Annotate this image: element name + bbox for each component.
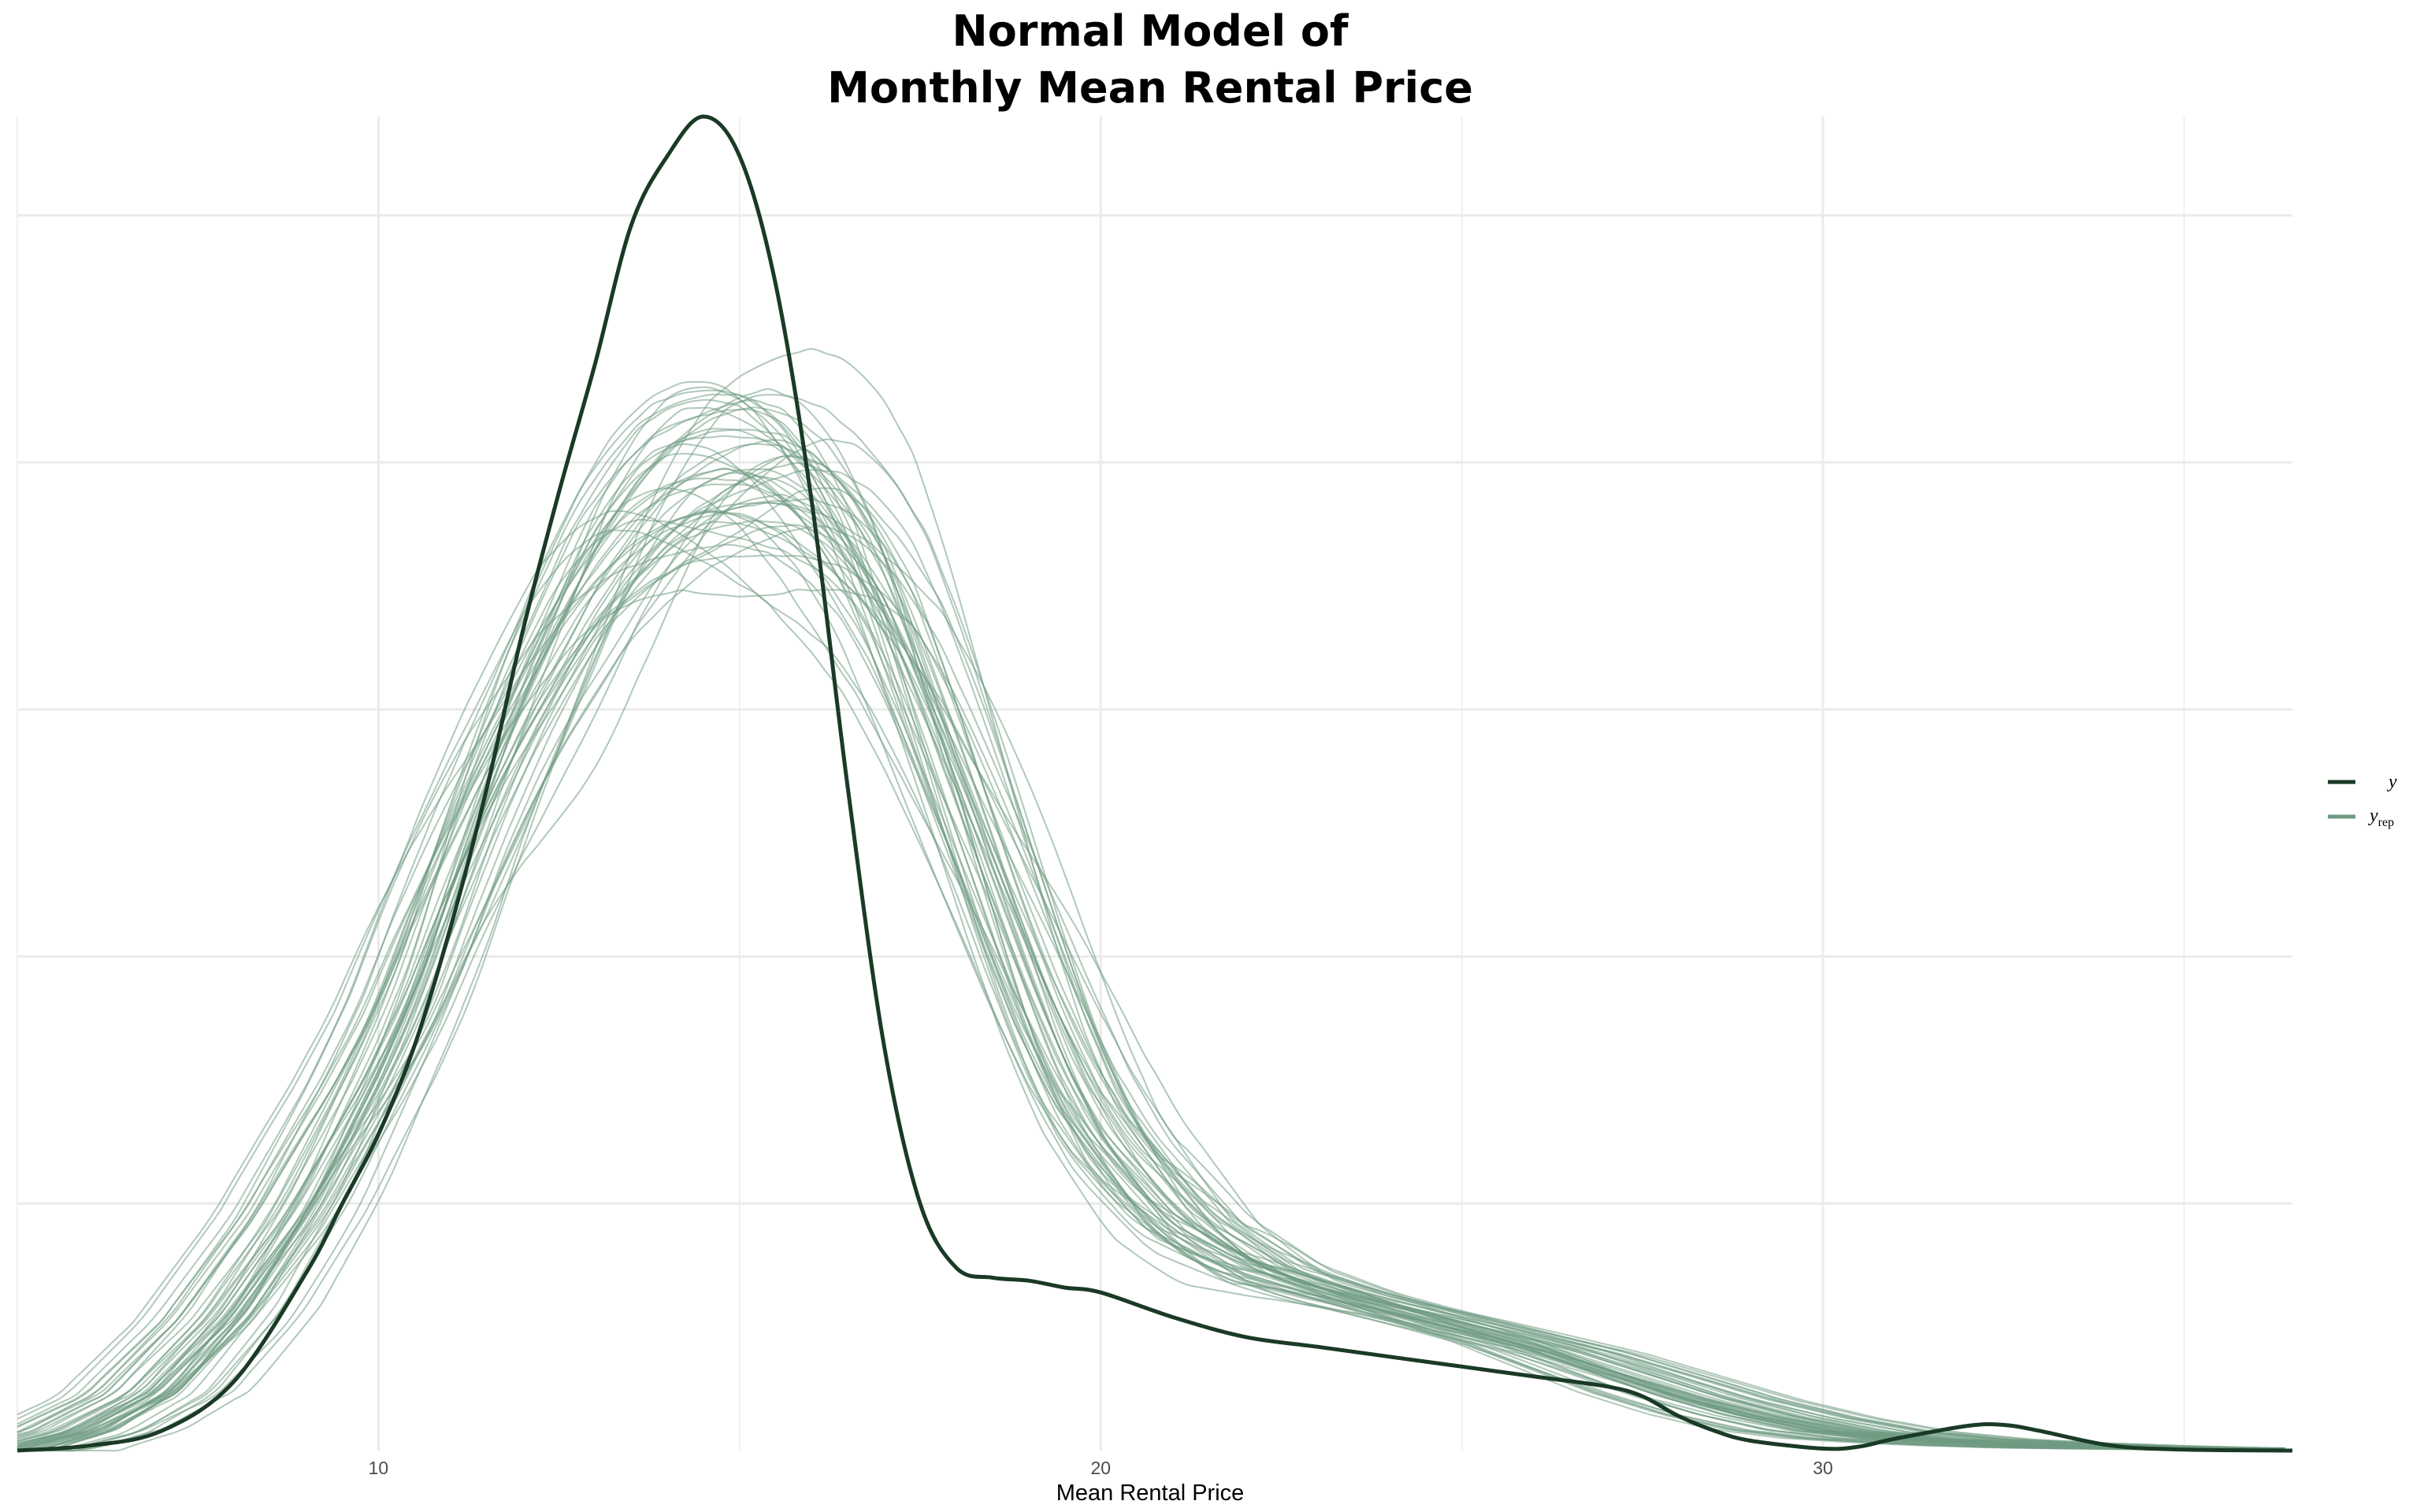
legend-label-yrep: yrep bbox=[2368, 806, 2394, 829]
grid-minor-x bbox=[17, 117, 2185, 1451]
replicate-line bbox=[17, 389, 2285, 1452]
grid-major-x bbox=[377, 117, 1824, 1451]
replicate-line bbox=[17, 484, 2285, 1451]
replicate-line bbox=[17, 398, 2285, 1451]
observed-line bbox=[17, 114, 2293, 1453]
legend: y yrep bbox=[2328, 772, 2397, 829]
replicate-line bbox=[17, 477, 2285, 1451]
replicate-line bbox=[17, 439, 2285, 1451]
replicate-line bbox=[17, 469, 2285, 1452]
legend-label-yrep-sub: rep bbox=[2378, 816, 2394, 829]
x-tick-label: 20 bbox=[1090, 1458, 1111, 1478]
replicate-line bbox=[17, 394, 2285, 1452]
replicate-line bbox=[17, 408, 2285, 1451]
replicate-line bbox=[17, 588, 2285, 1450]
replicate-line bbox=[17, 428, 2285, 1451]
x-tick-label: 30 bbox=[1813, 1458, 1833, 1478]
replicate-line bbox=[17, 443, 2285, 1451]
replicate-line bbox=[17, 380, 2285, 1451]
replicate-line bbox=[17, 406, 2285, 1452]
replicate-line bbox=[17, 347, 2285, 1451]
replicate-line bbox=[17, 387, 2285, 1452]
replicate-line bbox=[17, 406, 2285, 1452]
chart-title-line-2: Monthly Mean Rental Price bbox=[827, 63, 1473, 113]
replicate-line bbox=[17, 475, 2285, 1451]
replicate-line bbox=[17, 487, 2285, 1450]
x-axis-title: Mean Rental Price bbox=[1056, 1480, 1245, 1506]
grid-y bbox=[17, 213, 2292, 1205]
x-tick-label: 10 bbox=[369, 1458, 389, 1478]
replicate-line bbox=[17, 543, 2285, 1451]
x-tick-labels: 10 20 30 bbox=[369, 1458, 1833, 1478]
replicate-line bbox=[17, 428, 2285, 1452]
replicate-line bbox=[17, 399, 2285, 1452]
observed-series bbox=[17, 114, 2293, 1453]
plot-panel: 10 20 30 bbox=[17, 114, 2293, 1478]
replicate-line bbox=[17, 443, 2285, 1451]
replicate-line bbox=[17, 438, 2285, 1452]
replicate-line bbox=[17, 487, 2285, 1450]
legend-label-y: y bbox=[2387, 772, 2397, 792]
replicate-line bbox=[17, 386, 2285, 1451]
chart-title-line-1: Normal Model of bbox=[952, 6, 1349, 56]
replicate-series bbox=[17, 347, 2285, 1452]
legend-label-yrep-main: y bbox=[2368, 806, 2378, 826]
replicate-line bbox=[17, 435, 2285, 1451]
replicate-line bbox=[17, 455, 2285, 1452]
replicate-line bbox=[17, 472, 2285, 1450]
replicate-line bbox=[17, 554, 2285, 1450]
replicate-line bbox=[17, 393, 2285, 1452]
